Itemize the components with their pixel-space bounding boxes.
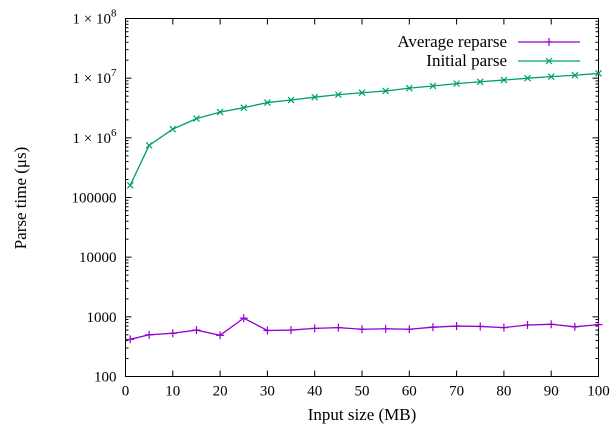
data-point-average-reparse xyxy=(547,320,556,329)
data-point-average-reparse xyxy=(405,325,414,334)
y-tick-label: 1000 xyxy=(87,310,117,326)
data-point-average-reparse xyxy=(145,330,154,339)
ticks-layer: 0 10 20 30 40 50 60 70 80 90 100 100 1000 10000 100000… xyxy=(72,8,610,400)
x-tick-label: 80 xyxy=(496,384,511,400)
data-point-average-reparse xyxy=(287,326,296,335)
x-tick-label: 20 xyxy=(213,384,228,400)
data-point-initial-parse xyxy=(311,93,319,101)
data-point-initial-parse xyxy=(193,115,200,123)
data-point-initial-parse xyxy=(240,104,248,112)
data-point-average-reparse xyxy=(239,314,248,323)
y-axis-label: Parse time (μs) xyxy=(11,147,30,250)
x-tick-label: 30 xyxy=(260,384,275,400)
data-point-initial-parse xyxy=(216,108,224,116)
data-point-average-reparse xyxy=(523,320,532,329)
data-point-average-reparse xyxy=(570,322,579,331)
y-tick-label: 1 × 107 xyxy=(73,67,117,87)
data-point-average-reparse xyxy=(381,324,390,333)
y-tick-label: 1 × 108 xyxy=(73,8,117,28)
data-point-initial-parse xyxy=(287,96,295,104)
y-tick-label: 10000 xyxy=(79,250,117,266)
data-point-initial-parse xyxy=(169,125,177,133)
x-tick-label: 50 xyxy=(355,384,370,400)
data-point-initial-parse xyxy=(405,84,413,92)
data-point-initial-parse xyxy=(476,78,484,86)
data-point-average-reparse xyxy=(310,324,319,333)
legend-label-initial-parse: Initial parse xyxy=(426,51,507,70)
data-point-initial-parse xyxy=(382,87,390,95)
y-tick-label: 100000 xyxy=(72,191,117,207)
x-tick-label: 100 xyxy=(587,384,610,400)
data-point-initial-parse xyxy=(334,91,342,99)
data-point-initial-parse xyxy=(500,76,508,84)
legend-label-average-reparse: Average reparse xyxy=(397,32,507,51)
data-point-average-reparse xyxy=(334,323,343,332)
legend-marker-average-reparse xyxy=(545,38,553,46)
data-point-average-reparse xyxy=(192,326,201,335)
data-point-initial-parse xyxy=(595,70,602,77)
data-point-average-reparse xyxy=(263,326,272,335)
data-point-average-reparse xyxy=(428,323,437,332)
x-tick-label: 10 xyxy=(165,384,180,400)
x-axis-label: Input size (MB) xyxy=(308,405,417,424)
data-point-initial-parse xyxy=(524,74,531,82)
x-tick-label: 60 xyxy=(402,384,417,400)
x-tick-label: 0 xyxy=(122,384,130,400)
x-tick-label: 70 xyxy=(449,384,464,400)
x-tick-label: 40 xyxy=(307,384,322,400)
data-point-initial-parse xyxy=(453,80,461,88)
data-point-average-reparse xyxy=(126,335,135,344)
series-layer xyxy=(126,70,603,344)
data-point-initial-parse xyxy=(571,71,579,79)
data-point-initial-parse xyxy=(429,82,437,90)
data-point-initial-parse xyxy=(358,89,366,97)
x-tick-label: 90 xyxy=(544,384,559,400)
y-tick-label: 1 × 106 xyxy=(73,127,117,147)
data-point-average-reparse xyxy=(594,320,603,329)
data-point-initial-parse xyxy=(547,73,555,81)
data-point-average-reparse xyxy=(476,322,485,331)
data-point-average-reparse xyxy=(452,322,461,331)
data-point-average-reparse xyxy=(168,329,177,338)
legend-marker-initial-parse xyxy=(545,57,553,65)
data-point-initial-parse xyxy=(145,141,153,149)
data-point-average-reparse xyxy=(216,331,225,340)
plot-frame xyxy=(125,18,599,377)
y-axis-label-text: Parse time (μs) xyxy=(11,147,30,250)
data-point-initial-parse xyxy=(263,99,271,106)
data-point-average-reparse xyxy=(499,323,508,332)
data-point-initial-parse xyxy=(126,181,134,189)
data-point-average-reparse xyxy=(358,325,366,334)
y-tick-label: 100 xyxy=(94,370,117,386)
